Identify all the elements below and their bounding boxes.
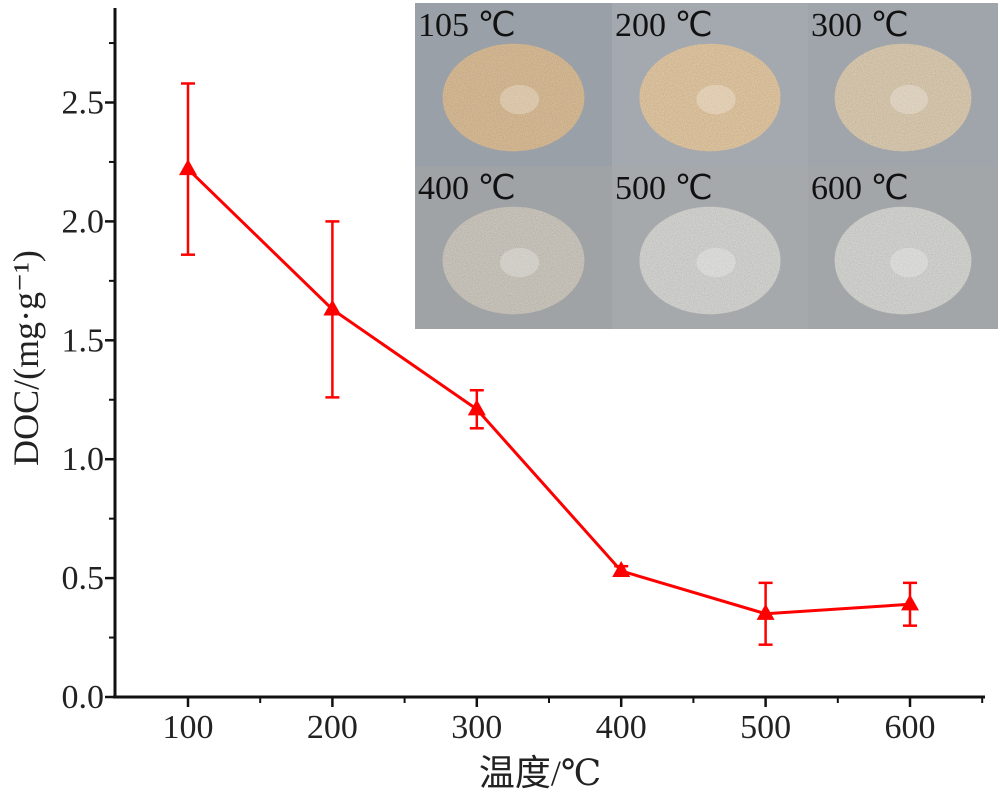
- y-tick-label: 1.5: [62, 322, 105, 359]
- axis-ticks: [105, 42, 984, 707]
- sample-photo: 105 ℃: [415, 3, 612, 166]
- x-tick-label: 500: [740, 709, 791, 746]
- x-tick-label: 400: [596, 709, 647, 746]
- powder-highlight: [696, 247, 736, 278]
- sample-photo: 500 ℃: [612, 166, 808, 329]
- x-tick-label: 300: [451, 709, 502, 746]
- powder-highlight: [890, 247, 928, 278]
- powder-texture: [442, 43, 585, 152]
- x-tick-label: 600: [885, 709, 936, 746]
- sample-photo: 200 ℃: [612, 3, 808, 166]
- x-tick-label: 100: [163, 709, 214, 746]
- y-tick-label: 0.5: [62, 560, 105, 597]
- photo-label: 600 ℃: [811, 170, 909, 207]
- data-point-marker: [323, 299, 342, 316]
- axis-tick-labels: 100 200 300 400 500 600 0.0 0.5 1.0 1.5 2.0 2.5: [62, 85, 936, 747]
- sample-photo: 600 ℃: [808, 166, 998, 329]
- y-tick-label: 0.0: [62, 679, 105, 716]
- sample-photo: 300 ℃: [808, 3, 998, 166]
- powder-highlight: [696, 84, 736, 115]
- powder-texture: [442, 206, 585, 315]
- data-point-marker: [901, 594, 919, 611]
- y-tick-label: 1.0: [62, 441, 105, 478]
- powder-texture: [834, 206, 972, 315]
- powder-texture: [639, 206, 781, 315]
- powder-highlight: [499, 247, 540, 278]
- sample-photo: 400 ℃: [415, 166, 612, 329]
- powder-texture: [834, 43, 972, 152]
- photo-label: 500 ℃: [615, 170, 713, 207]
- sample-photo-inset: 105 ℃ 200 ℃ 300 ℃ 400 ℃ 500 ℃ 600 ℃: [415, 3, 998, 329]
- x-axis-title: 温度/℃: [479, 753, 601, 793]
- y-tick-label: 2.5: [62, 85, 105, 122]
- data-point-marker: [756, 603, 775, 620]
- powder-highlight: [499, 84, 540, 115]
- photo-label: 105 ℃: [418, 7, 516, 44]
- y-axis-title: DOC/(mg·g⁻¹): [6, 250, 46, 466]
- photo-label: 200 ℃: [615, 7, 713, 44]
- series-layer: [179, 82, 919, 646]
- powder-highlight: [890, 84, 928, 115]
- x-tick-label: 200: [307, 709, 358, 746]
- powder-texture: [639, 43, 781, 152]
- photo-label: 300 ℃: [811, 7, 909, 44]
- series-line: [186, 168, 911, 616]
- photo-label: 400 ℃: [418, 170, 516, 207]
- data-point-marker: [612, 561, 631, 578]
- data-point-marker: [467, 399, 486, 416]
- y-tick-label: 2.0: [62, 203, 105, 240]
- data-point-marker: [179, 159, 197, 176]
